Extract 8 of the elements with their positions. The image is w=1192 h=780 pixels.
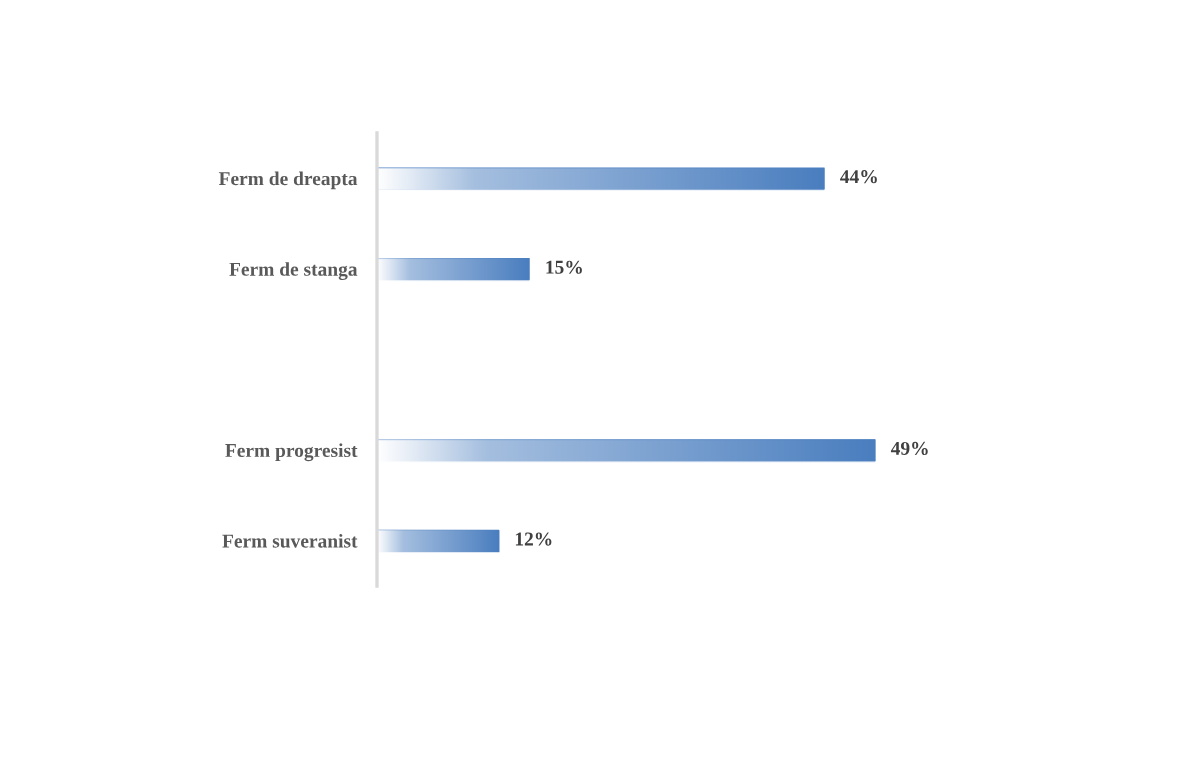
- data-label: 49%: [890, 441, 928, 456]
- data-label: 44%: [840, 170, 877, 184]
- data-label: 12%: [515, 532, 552, 546]
- data-label: 15%: [546, 260, 582, 274]
- y-tick-label: Ferm de dreapta: [218, 171, 358, 190]
- y-tick-label: Ferm progresist: [225, 443, 358, 462]
- y-tick-label: Ferm suveranist: [222, 533, 358, 548]
- y-tick-label: Ferm de stanga: [229, 262, 358, 280]
